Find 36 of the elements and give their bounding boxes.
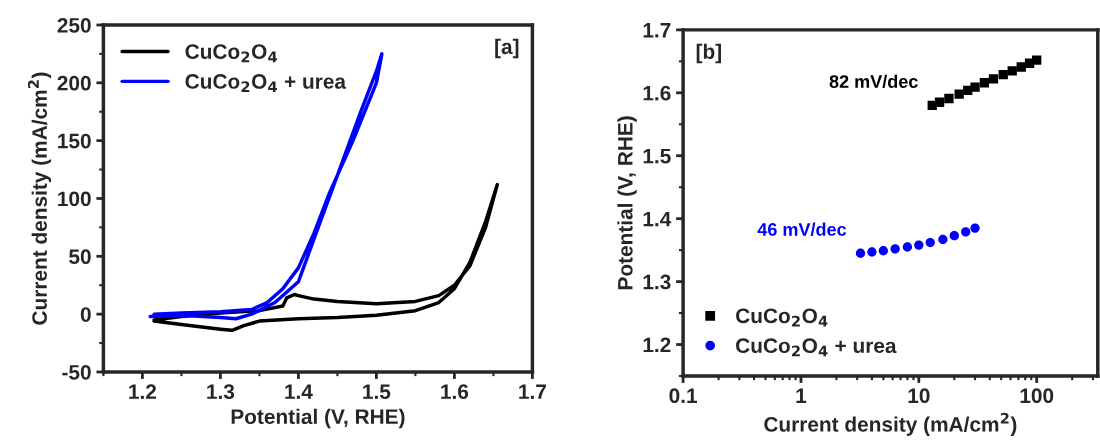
y-tick-label: 0 xyxy=(80,307,91,322)
x-axis-title: Potential (V, RHE) xyxy=(231,408,405,429)
y-tick-label: 250 xyxy=(57,17,91,33)
y-tick-label: 1.7 xyxy=(643,23,671,38)
x-tick-label: 1.7 xyxy=(519,384,546,399)
y-tick-label: 100 xyxy=(58,191,91,207)
x-tick-label: 1 xyxy=(796,388,807,403)
y-axis-title: Current density (mA/cm$^{2}$) xyxy=(27,72,52,325)
y-tick-label: 1.4 xyxy=(643,211,672,227)
x-tick-label: 1.4 xyxy=(285,384,313,399)
legend-label: CuCo$_{2}$O$_{4}$ xyxy=(185,44,277,63)
x-tick-label: 1.3 xyxy=(207,384,235,400)
y-tick-label: 150 xyxy=(58,133,91,149)
x-tick-label: 1.5 xyxy=(363,384,391,400)
y-axis-title: Potential (V, RHE) xyxy=(617,116,637,290)
y-tick-label: 1.6 xyxy=(643,85,671,101)
x-tick-label: 0.1 xyxy=(669,388,697,404)
y-tick-label: -50 xyxy=(62,364,91,380)
line-series xyxy=(152,182,500,333)
legend-label: CuCo$_{2}$O$_{4}$ + urea xyxy=(736,338,897,357)
y-tick-label: 1.5 xyxy=(643,148,671,164)
x-tick-label: 100 xyxy=(1020,388,1054,404)
x-tick-label: 1.6 xyxy=(441,384,469,400)
x-tick-label: 1.2 xyxy=(129,384,157,399)
legend-label: CuCo$_{2}$O$_{4}$ + urea xyxy=(185,74,347,93)
annotation: [b] xyxy=(696,43,721,64)
y-tick-label: 1.2 xyxy=(643,337,671,353)
legend-label: CuCo$_{2}$O$_{4}$ xyxy=(736,308,828,327)
y-tick-label: 1.3 xyxy=(643,274,671,290)
x-tick-label: 10 xyxy=(908,388,930,404)
annotation: [a] xyxy=(495,38,519,59)
annotation: 82 mV/dec xyxy=(829,74,918,89)
annotation: 46 mV/dec xyxy=(757,222,847,236)
y-tick-label: 50 xyxy=(69,249,91,265)
y-tick-label: 200 xyxy=(57,75,91,91)
x-axis-title: Current density (mA/cm$^{2}$) xyxy=(764,412,1017,436)
